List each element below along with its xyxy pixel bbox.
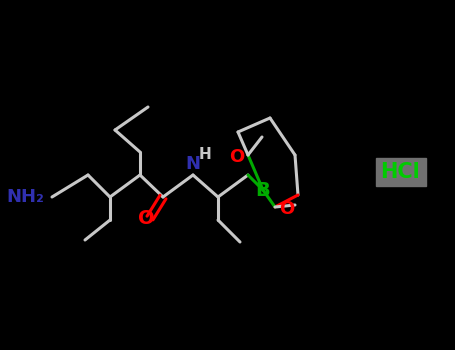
Text: O: O <box>279 200 294 218</box>
Text: B: B <box>256 181 270 199</box>
FancyBboxPatch shape <box>376 158 426 186</box>
Text: O: O <box>138 210 154 229</box>
Text: HCl: HCl <box>380 162 420 182</box>
Text: NH₂: NH₂ <box>6 188 44 206</box>
Text: H: H <box>199 147 212 162</box>
Text: N: N <box>186 155 201 173</box>
Text: O: O <box>229 148 244 166</box>
